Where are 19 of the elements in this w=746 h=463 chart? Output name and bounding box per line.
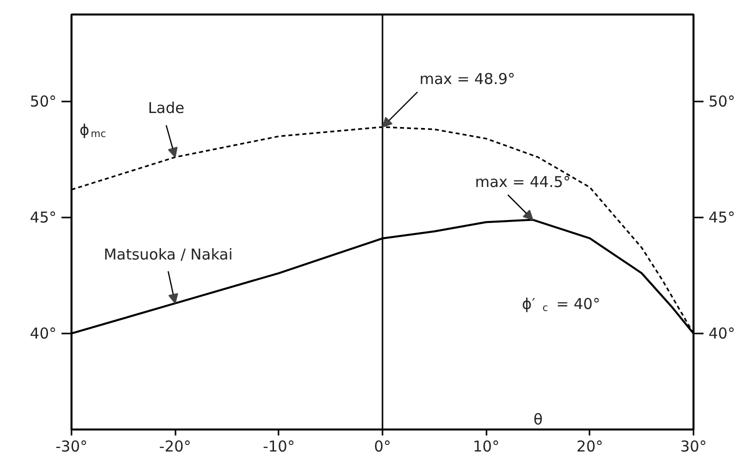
x-tick-label: -30° bbox=[56, 438, 88, 456]
y2-tick-label: 50° bbox=[708, 92, 736, 110]
annotation: max = 48.9° bbox=[420, 70, 516, 88]
text: Lade bbox=[148, 99, 184, 118]
x-tick-label: 0° bbox=[374, 438, 392, 456]
y2-tick-label: 40° bbox=[708, 324, 736, 342]
annotation: max = 44.5° bbox=[474, 172, 571, 191]
x-tick-label: 30° bbox=[680, 438, 707, 456]
series-label: Matsuoka / Nakai bbox=[104, 245, 233, 264]
y-tick-label: 40° bbox=[30, 324, 57, 342]
x-tick-label: -10° bbox=[262, 438, 295, 456]
x-axis-title: θ bbox=[534, 410, 543, 428]
y2-tick-label: 45° bbox=[708, 208, 736, 226]
x-tick-label: 20° bbox=[576, 438, 604, 456]
x-tick-label: -20° bbox=[159, 438, 192, 456]
y-tick-label: 45° bbox=[30, 208, 57, 226]
x-tick-label: 10° bbox=[472, 438, 500, 456]
annotation: ϕ′c = 40° bbox=[522, 295, 600, 314]
y-tick-label: 50° bbox=[30, 92, 57, 110]
